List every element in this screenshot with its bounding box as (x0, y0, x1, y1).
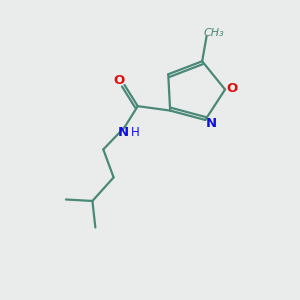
Text: N: N (206, 117, 217, 130)
Text: H: H (130, 126, 139, 139)
Text: N: N (118, 126, 129, 139)
Text: CH₃: CH₃ (204, 28, 224, 38)
Text: O: O (114, 74, 125, 87)
Text: O: O (226, 82, 237, 94)
